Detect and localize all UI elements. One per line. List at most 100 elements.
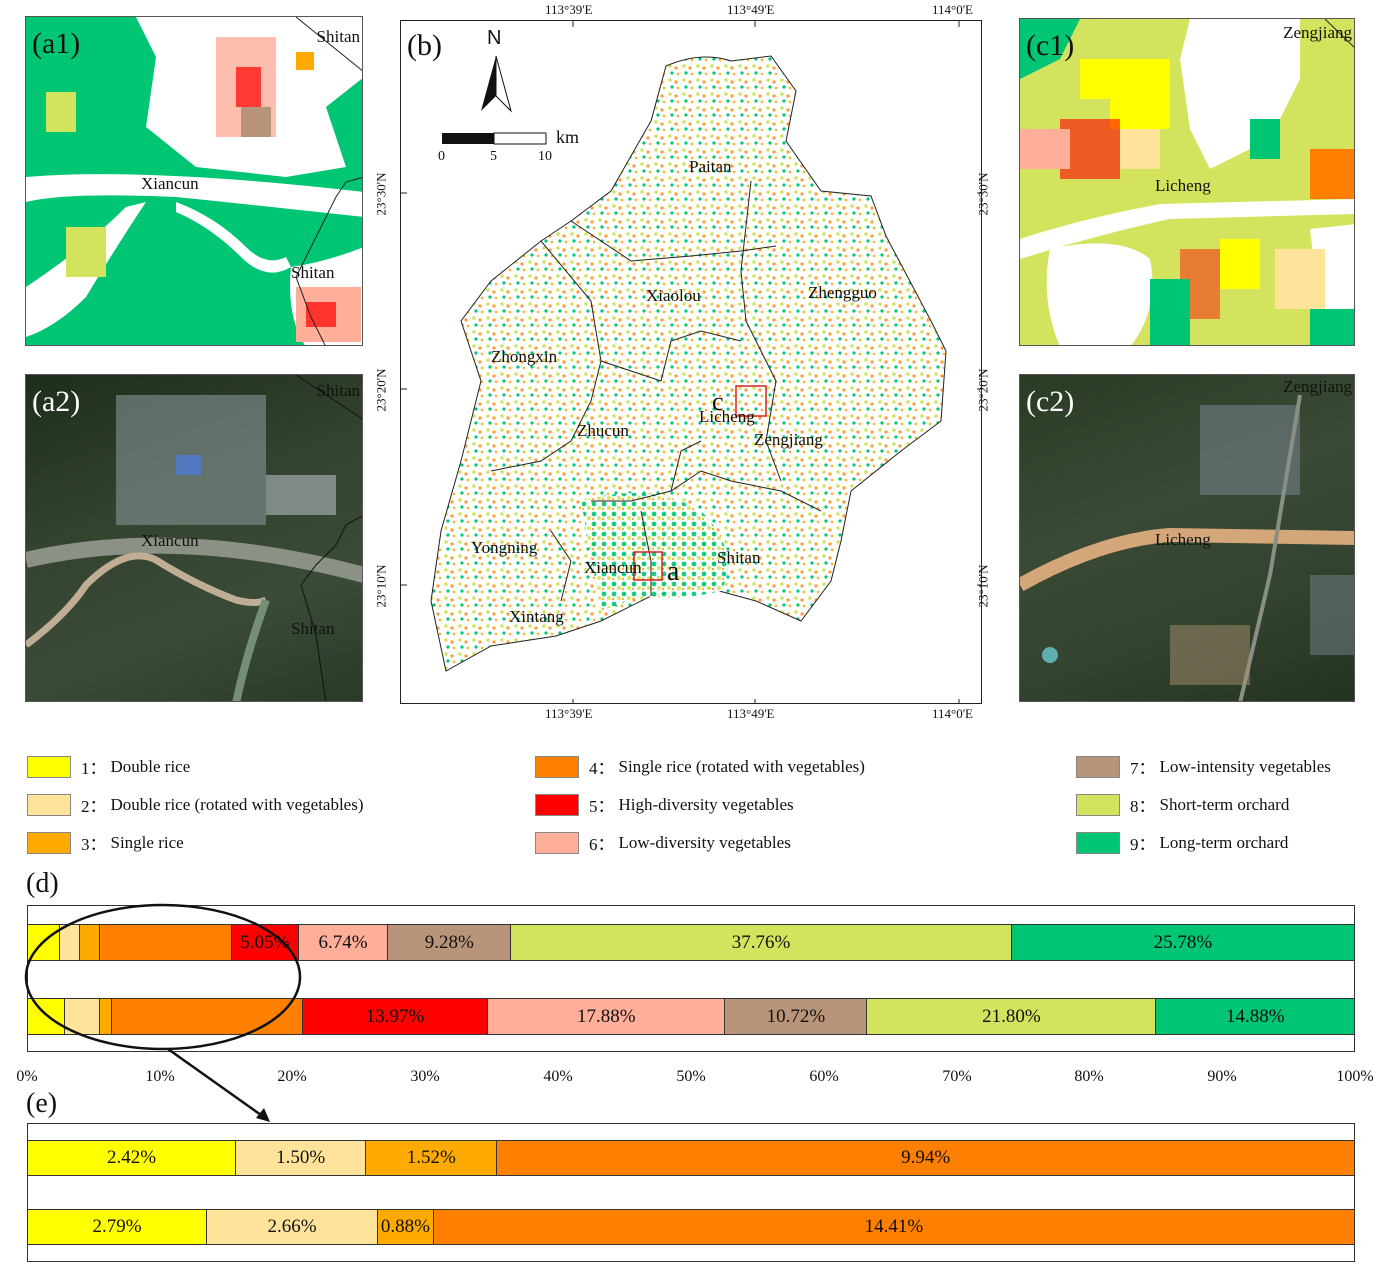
chart-d-title: (d) [26, 868, 59, 899]
legend-number: 5： [589, 797, 615, 816]
scale-tick: 0 [438, 149, 445, 164]
marker-a: a [667, 556, 680, 587]
bar-segment-double-rice: 2.42% [28, 1141, 237, 1175]
place-label-paitan: Paitan [689, 157, 732, 176]
lon-tick-top: 114°0'E [932, 2, 973, 17]
panel-a1-classification-map: (a1) Shitan Xiancun Shitan [25, 16, 363, 346]
legend-label: Double rice [110, 756, 191, 776]
chart-e-stacked-bar-zoom: 2.42% 1.50% 1.52% 9.94% 2.79% 2.66% 0.88… [27, 1123, 1355, 1262]
legend-swatch [1076, 831, 1120, 854]
chart-e-row-2: 2.79% 2.66% 0.88% 14.41% [28, 1209, 1354, 1245]
legend-number: 6： [589, 835, 615, 854]
legend-item-double-rice-rotated: 2： Double rice (rotated with vegetables) [27, 792, 364, 817]
legend-number: 2： [81, 797, 107, 816]
place-label-zhongxin: Zhongxin [491, 347, 558, 366]
north-label: N [487, 27, 502, 49]
panel-c1-classification-map: (c1) Zengjiang Licheng [1019, 18, 1355, 346]
place-label: Shitan [291, 263, 335, 282]
bar-segment-single-rice: 1.52% [366, 1141, 498, 1175]
lon-tick-top: 113°39'E [545, 2, 593, 17]
bar-segment-single-rice: 0.88% [378, 1210, 434, 1244]
bar-segment-high-diversity-vegetables: 5.05% [231, 925, 299, 960]
bar-segment-low-intensity-vegetables: 10.72% [725, 999, 868, 1034]
legend-swatch [1076, 793, 1120, 816]
lat-tick-left: 23°20'N [373, 368, 389, 412]
scale-unit: km [556, 127, 580, 147]
legend-swatch [535, 755, 579, 778]
legend-item-short-term-orchard: 8： Short-term orchard [1076, 792, 1289, 817]
place-label: Licheng [1155, 530, 1211, 549]
x-tick: 80% [1074, 1068, 1104, 1085]
x-tick: 100% [1336, 1068, 1374, 1085]
panel-a2-satellite-image: (a2) Shitan Xiancun Shitan [25, 374, 363, 702]
legend-item-high-diversity-vegetables: 5： High-diversity vegetables [535, 792, 794, 817]
bar-segment-single-rice-rotated [100, 925, 232, 960]
legend-number: 7： [1130, 759, 1156, 778]
place-label: Shitan [291, 619, 335, 638]
a2-satellite-graphic [26, 375, 362, 701]
chart-e-title: (e) [26, 1088, 58, 1119]
lat-tick-right: 23°20'N [975, 368, 991, 412]
bar-segment-double-rice [28, 925, 61, 960]
legend-swatch [27, 793, 71, 816]
scale-tick: 10 [538, 149, 552, 164]
x-tick: 40% [543, 1068, 573, 1085]
legend-item-double-rice: 1： Double rice [27, 754, 190, 779]
legend-label: Short-term orchard [1159, 794, 1290, 814]
lat-tick-left: 23°10'N [373, 564, 389, 608]
place-label-zhucun: Zhucun [577, 421, 629, 440]
legend-item-single-rice-rotated: 4： Single rice (rotated with vegetables) [535, 754, 865, 779]
bar-segment-high-diversity-vegetables: 13.97% [302, 999, 489, 1034]
place-label-xintang: Xintang [509, 607, 564, 626]
place-label: Shitan [316, 381, 360, 400]
bar-segment-short-term-orchard: 37.76% [511, 925, 1012, 960]
place-label-yongning: Yongning [471, 538, 538, 557]
bar-segment-single-rice [79, 925, 101, 960]
panel-label: (c1) [1026, 29, 1075, 62]
bar-segment-double-rice [28, 999, 65, 1034]
study-area-boundary-graphic [401, 21, 981, 703]
legend-number: 3： [81, 835, 107, 854]
panel-label: (b) [407, 29, 442, 62]
legend-label: Single rice (rotated with vegetables) [618, 756, 865, 776]
chart-d-row-1: 5.05% 6.74% 9.28% 37.76% 25.78% [28, 924, 1354, 961]
place-label-shitan: Shitan [717, 548, 761, 567]
bar-segment-double-rice-rotated [64, 999, 101, 1034]
bar-segment-low-diversity-vegetables: 17.88% [488, 999, 726, 1034]
bar-segment-single-rice-rotated: 9.94% [497, 1141, 1354, 1175]
place-label: Zengjiang [1283, 377, 1352, 396]
bar-segment-double-rice-rotated [60, 925, 80, 960]
legend-label: Long-term orchard [1159, 832, 1289, 852]
scale-tick: 5 [490, 149, 497, 164]
legend-item-low-intensity-vegetables: 7： Low-intensity vegetables [1076, 754, 1331, 779]
bar-segment-single-rice-rotated [111, 999, 303, 1034]
place-label-licheng: Licheng [699, 407, 755, 426]
legend-label: Single rice [110, 832, 184, 852]
bar-segment-long-term-orchard: 14.88% [1156, 999, 1354, 1034]
bar-segment-long-term-orchard: 25.78% [1011, 925, 1354, 960]
legend-number: 1： [81, 759, 107, 778]
x-tick: 20% [277, 1068, 307, 1085]
place-label-xiaolou: Xiaolou [646, 286, 701, 305]
x-tick: 60% [809, 1068, 839, 1085]
x-tick: 70% [942, 1068, 972, 1085]
bar-segment-single-rice [100, 999, 112, 1034]
legend-swatch [1076, 755, 1120, 778]
legend-swatch [27, 831, 71, 854]
panel-label: (a1) [32, 27, 81, 60]
place-label-zengjiang: Zengjiang [754, 430, 823, 449]
panel-c2-satellite-image: (c2) Zengjiang Licheng [1019, 374, 1355, 702]
lat-tick-right: 23°10'N [975, 564, 991, 608]
lon-tick-bottom: 113°49'E [727, 706, 775, 721]
a1-map-graphic [26, 17, 362, 345]
legend-label: Double rice (rotated with vegetables) [110, 794, 364, 814]
place-label: Zengjiang [1283, 23, 1352, 42]
x-tick: 90% [1207, 1068, 1237, 1085]
lat-tick-left: 23°30'N [373, 172, 389, 216]
bar-segment-single-rice-rotated: 14.41% [433, 1210, 1354, 1244]
legend-item-long-term-orchard: 9： Long-term orchard [1076, 830, 1288, 855]
lon-tick-bottom: 113°39'E [545, 706, 593, 721]
bar-segment-double-rice-rotated: 1.50% [236, 1141, 367, 1175]
legend-number: 4： [589, 759, 615, 778]
x-tick: 0% [16, 1068, 38, 1085]
